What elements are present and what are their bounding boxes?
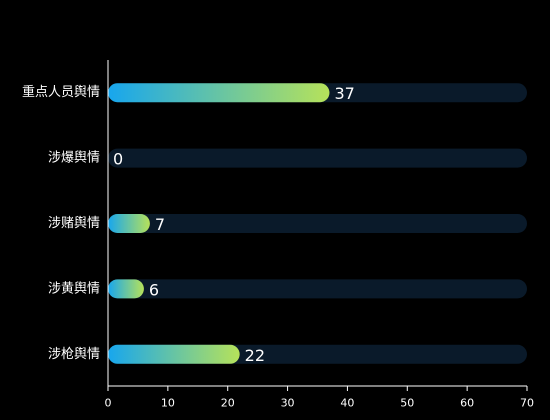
bar-track [108, 214, 527, 233]
x-tick-label: 40 [340, 397, 354, 410]
bar [108, 214, 150, 233]
value-labels: 37 0 7 6 22 [113, 84, 355, 365]
value-label: 0 [113, 150, 123, 169]
x-tick-label: 60 [460, 397, 474, 410]
bar-track [108, 279, 527, 299]
bar-tracks [108, 83, 527, 364]
x-axis-ticks: 0 10 20 30 40 50 60 70 [105, 386, 534, 410]
x-tick-label: 70 [520, 397, 534, 410]
bar [108, 279, 144, 299]
category-label: 涉爆舆情 [48, 151, 100, 166]
bar [108, 344, 240, 364]
value-label: 37 [334, 84, 354, 103]
x-tick-label: 30 [281, 397, 295, 410]
x-tick-label: 10 [161, 397, 175, 410]
category-label: 重点人员舆情 [22, 84, 100, 100]
bar [108, 83, 330, 103]
category-label: 涉赌舆情 [48, 216, 100, 231]
category-label: 涉枪舆情 [48, 346, 100, 362]
x-tick-label: 50 [400, 397, 414, 410]
axes [107, 60, 527, 387]
category-label: 涉黄舆情 [48, 281, 100, 296]
value-label: 7 [155, 215, 165, 234]
bar-track [108, 148, 527, 168]
x-tick-label: 0 [105, 397, 112, 410]
x-tick-label: 20 [221, 397, 235, 410]
value-label: 6 [149, 280, 159, 299]
value-label: 22 [245, 346, 265, 365]
bars [108, 83, 330, 364]
